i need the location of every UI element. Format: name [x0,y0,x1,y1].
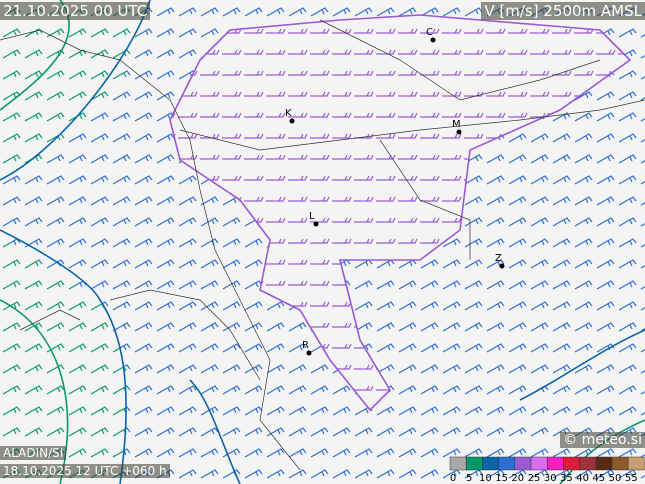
legend-swatch [563,456,580,471]
legend-swatch [579,456,597,471]
city-dot [306,350,312,356]
model: ALADIN/SI [0,446,67,460]
legend-swatch [530,456,548,471]
legend-label: 15 [495,473,508,484]
legend-swatch [449,456,467,471]
legend-label: 35 [560,473,573,484]
city-label: C [426,27,433,38]
city-dot [456,129,462,135]
legend: 0 5 10 15 20 25 30 35 40 45 50 55 [449,456,645,484]
city-dot [499,263,505,269]
legend-swatch [514,456,532,471]
legend-swatch [465,456,483,471]
legend-swatch [627,456,645,471]
city-dot [430,37,436,43]
city-label: K [285,108,292,119]
field-label: V [m/s] 2500m AMSL [481,2,645,20]
legend-label: 55 [625,473,638,484]
legend-swatch [482,456,499,471]
legend-label: 40 [576,473,589,484]
legend-label: 0 [450,473,456,484]
legend-swatch [595,456,613,471]
cities: C K M L Z R [285,27,505,356]
legend-label: 50 [609,473,622,484]
legend-label: 25 [528,473,541,484]
city-dot [313,221,319,227]
legend-swatch [498,456,516,471]
legend-label: 20 [511,473,524,484]
city-label: L [309,211,315,222]
run: 18.10.2025 12 UTC +060 h [0,464,170,478]
legend-label: 10 [479,473,492,484]
legend-swatch [611,456,629,471]
legend-label: 45 [592,473,605,484]
city-label: M [452,119,461,130]
legend-label: 30 [544,473,557,484]
legend-swatch [546,456,564,471]
legend-label: 5 [466,473,472,484]
valid-time: 21.10.2025 00 UTC [0,2,151,20]
credit: © meteo.si [560,432,645,448]
city-label: R [302,340,309,351]
city-label: Z [495,253,502,264]
city-dot [289,118,295,124]
